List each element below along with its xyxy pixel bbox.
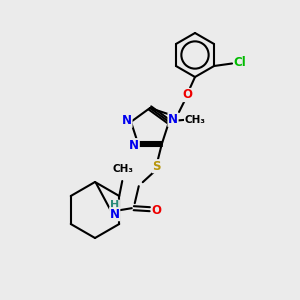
Text: N: N bbox=[129, 139, 139, 152]
Text: CH₃: CH₃ bbox=[113, 164, 134, 174]
Text: O: O bbox=[182, 88, 192, 101]
Text: N: N bbox=[122, 114, 132, 127]
Text: H: H bbox=[110, 200, 119, 210]
Text: N: N bbox=[110, 208, 120, 221]
Text: S: S bbox=[152, 160, 161, 173]
Text: N: N bbox=[168, 113, 178, 126]
Text: Cl: Cl bbox=[234, 56, 246, 70]
Text: O: O bbox=[152, 204, 162, 217]
Text: CH₃: CH₃ bbox=[184, 115, 206, 125]
